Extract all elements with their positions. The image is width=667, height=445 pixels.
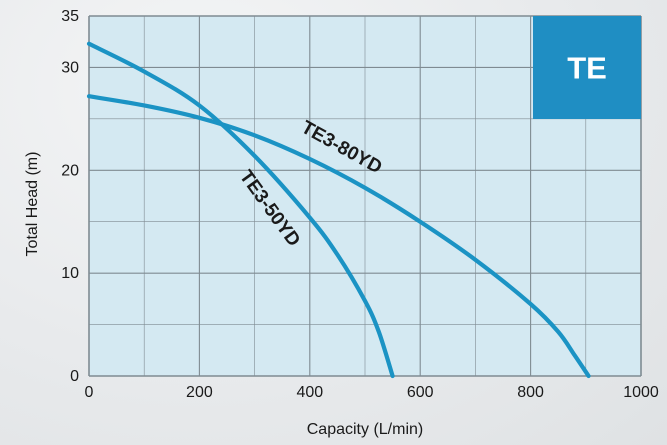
y-axis-title: Total Head (m) [24, 152, 41, 257]
model-badge-label: TE [567, 51, 607, 86]
model-badge: TE [533, 16, 641, 119]
x-tick-label: 0 [85, 384, 94, 401]
y-axis-tick-labels: 0 10 20 30 35 [61, 8, 79, 385]
x-tick-label: 600 [407, 384, 434, 401]
y-tick-label: 0 [70, 368, 79, 385]
model-badge-box [533, 16, 641, 119]
x-tick-label: 200 [186, 384, 213, 401]
y-tick-label: 10 [61, 265, 79, 282]
x-tick-label: 1000 [623, 384, 659, 401]
y-tick-label: 35 [61, 8, 79, 25]
performance-curves [86, 41, 591, 379]
x-tick-label: 800 [517, 384, 544, 401]
curve-te3-80yd [86, 94, 591, 379]
x-axis-tick-labels: 0 200 400 600 800 1000 [85, 384, 659, 401]
y-tick-label: 30 [61, 59, 79, 76]
curve-te3-50yd [86, 41, 395, 379]
x-tick-label: 400 [296, 384, 323, 401]
x-axis-title: Capacity (L/min) [307, 421, 423, 438]
y-tick-label: 20 [61, 162, 79, 179]
